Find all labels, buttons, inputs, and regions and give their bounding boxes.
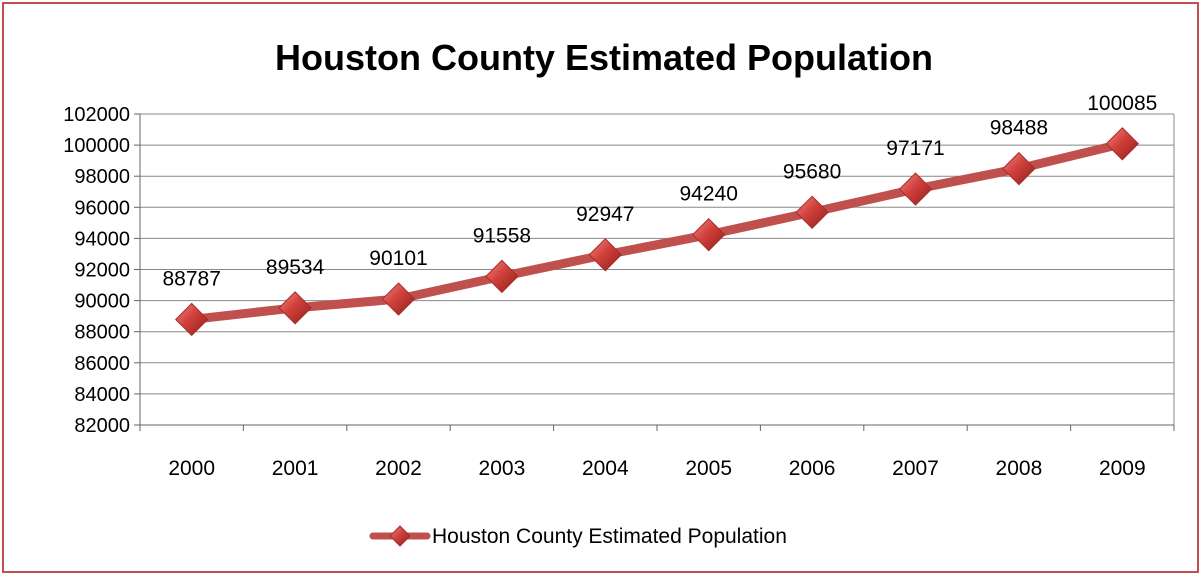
y-tick-label: 84000: [74, 384, 130, 406]
x-tick-label: 2003: [479, 457, 526, 480]
x-tick-label: 2004: [582, 457, 629, 480]
y-tick-label: 100000: [63, 135, 130, 157]
legend-marker: [389, 525, 411, 547]
data-point: [381, 282, 416, 316]
data-point: [1002, 151, 1036, 186]
data-label: 92947: [576, 203, 634, 226]
data-point: [795, 195, 829, 229]
y-tick-label: 102000: [63, 104, 130, 126]
y-tick-label: 86000: [74, 353, 130, 375]
data-label: 98488: [990, 117, 1048, 140]
legend-label: Houston County Estimated Population: [432, 525, 787, 548]
data-label: 90101: [369, 247, 427, 270]
chart-title: Houston County Estimated Population: [275, 37, 933, 78]
data-point: [1105, 127, 1140, 161]
data-point: [588, 238, 623, 272]
data-point: [174, 302, 209, 337]
data-label: 88787: [162, 267, 220, 290]
y-tick-label: 90000: [74, 291, 130, 313]
y-tick-label: 92000: [74, 260, 130, 282]
data-label: 95680: [783, 160, 841, 183]
x-tick-label: 2000: [168, 457, 215, 480]
series-group: 88787 89534 90101 91558 92947 94240 95680 97171…: [162, 92, 1157, 337]
data-point: [485, 259, 519, 294]
x-tick-label: 2009: [1099, 457, 1146, 480]
data-point: [898, 172, 933, 206]
data-point: [278, 291, 312, 325]
y-tick-label: 88000: [74, 322, 130, 344]
y-axis: 82000 84000 86000 88000 90000 92000 94000 96000…: [63, 104, 141, 437]
y-tick-label: 98000: [74, 166, 130, 188]
x-tick-label: 2005: [685, 457, 732, 480]
x-tick-label: 2002: [375, 457, 422, 480]
data-label: 89534: [266, 256, 325, 279]
y-tick-label: 82000: [74, 415, 130, 437]
x-tick-label: 2001: [272, 457, 319, 480]
data-label: 91558: [473, 224, 531, 247]
legend: Houston County Estimated Population: [369, 525, 787, 548]
y-tick-label: 94000: [74, 228, 130, 250]
x-tick-label: 2008: [996, 457, 1043, 480]
y-tick-label: 96000: [74, 197, 130, 219]
data-label: 97171: [886, 137, 944, 160]
x-tick-label: 2006: [789, 457, 836, 480]
x-axis: 2000 2001 2002 2003 2004 2005 2006 2007 2008 2009: [139, 424, 1175, 480]
series-line: [187, 139, 1127, 324]
data-point: [691, 217, 726, 252]
x-tick-label: 2007: [892, 457, 939, 480]
data-label: 100085: [1087, 92, 1157, 115]
data-label: 94240: [679, 183, 737, 206]
